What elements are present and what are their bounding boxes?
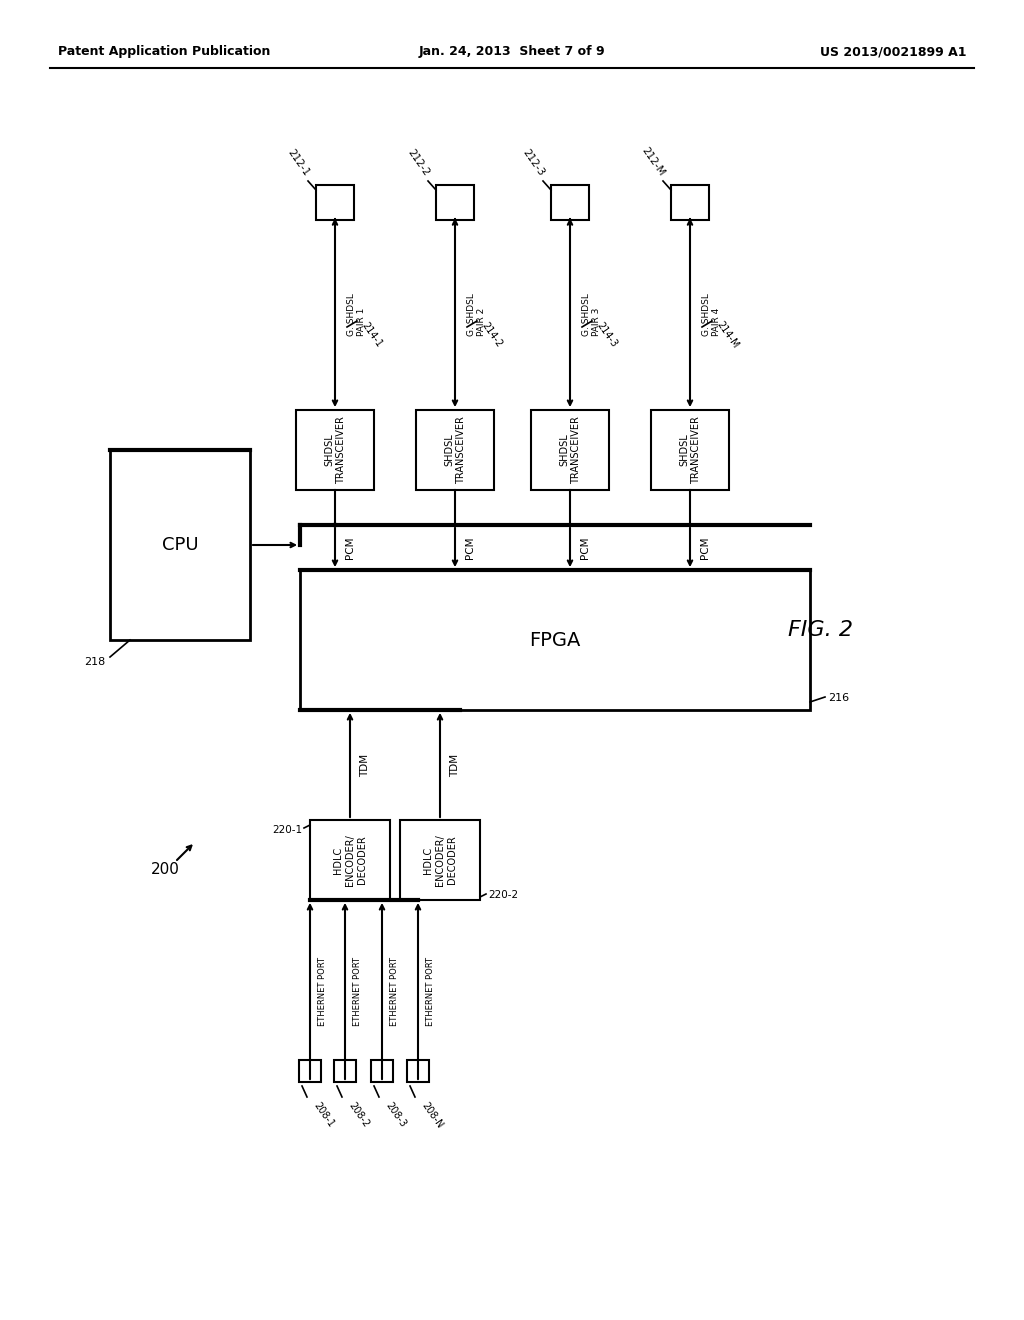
Text: 218: 218 [84, 657, 105, 667]
Text: US 2013/0021899 A1: US 2013/0021899 A1 [819, 45, 966, 58]
Bar [300, 570, 810, 710]
Text: ETHERNET PORT: ETHERNET PORT [390, 957, 399, 1026]
Text: 214-2: 214-2 [480, 321, 505, 350]
Bar [531, 411, 609, 490]
Text: SHDSL
TRANSCEIVER: SHDSL TRANSCEIVER [679, 416, 700, 484]
Text: CPU: CPU [162, 536, 199, 554]
Text: G. SHDSL
PAIR 2: G. SHDSL PAIR 2 [467, 293, 486, 337]
Text: 208-3: 208-3 [384, 1100, 409, 1129]
Text: ETHERNET PORT: ETHERNET PORT [426, 957, 435, 1026]
Text: 214-3: 214-3 [595, 321, 620, 350]
Text: ETHERNET PORT: ETHERNET PORT [318, 957, 327, 1026]
Text: Patent Application Publication: Patent Application Publication [58, 45, 270, 58]
Bar [671, 185, 709, 220]
Text: HDLC
ENCODER/
DECODER: HDLC ENCODER/ DECODER [334, 834, 367, 886]
Text: 212-M: 212-M [639, 145, 666, 178]
Bar [299, 1060, 321, 1082]
Text: ETHERNET PORT: ETHERNET PORT [353, 957, 362, 1026]
Text: PCM: PCM [700, 536, 710, 558]
Text: TDM: TDM [360, 754, 370, 776]
Bar [400, 820, 480, 900]
Text: 208-N: 208-N [420, 1100, 445, 1130]
Text: FPGA: FPGA [529, 631, 581, 649]
Bar [651, 411, 729, 490]
Text: TDM: TDM [450, 754, 460, 776]
Text: PCM: PCM [580, 536, 590, 558]
Bar [296, 411, 374, 490]
Text: PCM: PCM [465, 536, 475, 558]
Text: G. SHDSL
PAIR 3: G. SHDSL PAIR 3 [582, 293, 601, 337]
Text: 214-1: 214-1 [360, 321, 384, 350]
Bar [310, 820, 390, 900]
Bar [316, 185, 354, 220]
Text: 220-2: 220-2 [488, 890, 518, 900]
Text: Jan. 24, 2013  Sheet 7 of 9: Jan. 24, 2013 Sheet 7 of 9 [419, 45, 605, 58]
Bar [551, 185, 589, 220]
Bar [371, 1060, 393, 1082]
Text: SHDSL
TRANSCEIVER: SHDSL TRANSCEIVER [559, 416, 581, 484]
Text: 212-1: 212-1 [286, 148, 311, 178]
Text: G. SHDSL
PAIR 4: G. SHDSL PAIR 4 [702, 293, 721, 337]
Text: SHDSL
TRANSCEIVER: SHDSL TRANSCEIVER [325, 416, 346, 484]
Bar [334, 1060, 356, 1082]
Text: 214-M: 214-M [715, 319, 740, 350]
Text: 208-1: 208-1 [312, 1100, 336, 1129]
Text: 212-3: 212-3 [520, 148, 546, 178]
Text: SHDSL
TRANSCEIVER: SHDSL TRANSCEIVER [444, 416, 466, 484]
Bar [110, 450, 250, 640]
Text: 208-2: 208-2 [347, 1100, 372, 1129]
Bar [436, 185, 474, 220]
Text: 216: 216 [828, 693, 849, 704]
Text: HDLC
ENCODER/
DECODER: HDLC ENCODER/ DECODER [423, 834, 457, 886]
Bar [416, 411, 494, 490]
Text: 212-2: 212-2 [406, 148, 431, 178]
Text: 220-1: 220-1 [272, 825, 302, 836]
Text: PCM: PCM [345, 536, 355, 558]
Bar [407, 1060, 429, 1082]
Text: G. SHDSL
PAIR 1: G. SHDSL PAIR 1 [347, 293, 367, 337]
Text: FIG. 2: FIG. 2 [787, 620, 853, 640]
Text: 200: 200 [151, 862, 179, 878]
